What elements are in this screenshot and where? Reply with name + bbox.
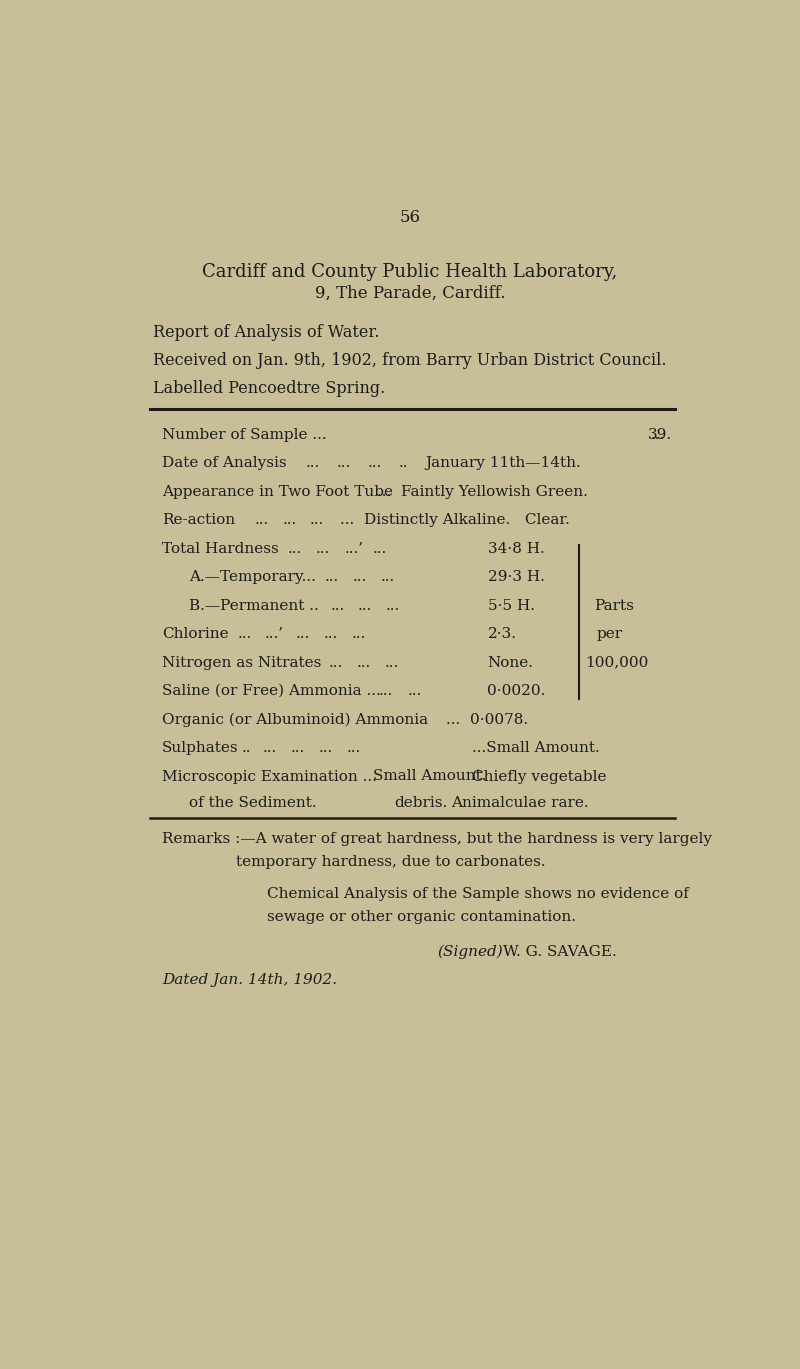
Text: ...: ... (310, 513, 323, 527)
Text: 29·3 H.: 29·3 H. (487, 570, 544, 585)
Text: ...: ... (325, 570, 339, 585)
Text: ...: ... (323, 627, 338, 641)
Text: Received on Jan. 9th, 1902, from Barry Urban District Council.: Received on Jan. 9th, 1902, from Barry U… (153, 352, 666, 370)
Text: ...  Distinctly Alkaline.   Clear.: ... Distinctly Alkaline. Clear. (340, 513, 570, 527)
Text: debris.: debris. (394, 795, 448, 809)
Text: ...: ... (352, 627, 366, 641)
Text: ...: ... (295, 627, 310, 641)
Text: ...: ... (282, 513, 296, 527)
Text: of the Sediment.: of the Sediment. (189, 795, 317, 809)
Text: ...: ... (330, 598, 345, 612)
Text: per: per (597, 627, 623, 641)
Text: B.—Permanent ..: B.—Permanent .. (189, 598, 319, 612)
Text: Chiefly vegetable: Chiefly vegetable (472, 769, 606, 783)
Text: A.—Temporary...: A.—Temporary... (189, 570, 316, 585)
Text: Microscopic Examination ...: Microscopic Examination ... (162, 769, 377, 783)
Text: Sulphates: Sulphates (162, 741, 238, 756)
Text: ...Small Amount.: ...Small Amount. (472, 741, 600, 756)
Text: Chlorine: Chlorine (162, 627, 229, 641)
Text: W. G. SAVAGE.: W. G. SAVAGE. (503, 945, 617, 960)
Text: ...: ... (357, 656, 370, 669)
Text: ...: ... (290, 741, 305, 756)
Text: ...’: ...’ (344, 542, 363, 556)
Text: Dated Jan. 14th, 1902.: Dated Jan. 14th, 1902. (162, 973, 337, 987)
Text: temporary hardness, due to carbonates.: temporary hardness, due to carbonates. (236, 856, 546, 869)
Text: 0·0020.: 0·0020. (487, 684, 546, 698)
Text: ...: ... (386, 598, 399, 612)
Text: sewage or other organic contamination.: sewage or other organic contamination. (266, 910, 576, 924)
Text: ...: ... (379, 684, 394, 698)
Text: Cardiff and County Public Health Laboratory,: Cardiff and County Public Health Laborat… (202, 263, 618, 281)
Text: Labelled Pencoedtre Spring.: Labelled Pencoedtre Spring. (153, 379, 385, 397)
Text: ...: ... (262, 741, 277, 756)
Text: ..: .. (398, 456, 408, 470)
Text: ...: ... (238, 627, 252, 641)
Text: Parts: Parts (594, 598, 634, 612)
Text: ...: ... (255, 513, 270, 527)
Text: 56: 56 (399, 209, 421, 226)
Text: ...: ... (318, 741, 333, 756)
Text: Re-action: Re-action (162, 513, 235, 527)
Text: 5·5 H.: 5·5 H. (487, 598, 534, 612)
Text: ...: ... (373, 542, 387, 556)
Text: ...: ... (287, 542, 302, 556)
Text: Animalculae rare.: Animalculae rare. (451, 795, 589, 809)
Text: ...: ... (306, 456, 320, 470)
Text: 2·3.: 2·3. (487, 627, 517, 641)
Text: ...  Faintly Yellowish Green.: ... Faintly Yellowish Green. (378, 485, 588, 498)
Text: None.: None. (487, 656, 534, 669)
Text: Appearance in Two Foot Tube: Appearance in Two Foot Tube (162, 485, 393, 498)
Text: Remarks :—A water of great hardness, but the hardness is very largely: Remarks :—A water of great hardness, but… (162, 832, 712, 846)
Text: 39.: 39. (648, 427, 672, 442)
Text: ...: ... (650, 427, 665, 442)
Text: Chemical Analysis of the Sample shows no evidence of: Chemical Analysis of the Sample shows no… (266, 887, 689, 901)
Text: (Signed): (Signed) (437, 945, 503, 960)
Text: January 11th—14th.: January 11th—14th. (426, 456, 582, 470)
Text: 100,000: 100,000 (585, 656, 649, 669)
Text: Report of Analysis of Water.: Report of Analysis of Water. (153, 324, 379, 341)
Text: ...’: ...’ (265, 627, 284, 641)
Text: Saline (or Free) Ammonia ...: Saline (or Free) Ammonia ... (162, 684, 381, 698)
Text: ...: ... (385, 656, 398, 669)
Text: ...: ... (381, 570, 395, 585)
Text: ...: ... (367, 456, 382, 470)
Text: Small Amount.: Small Amount. (373, 769, 486, 783)
Text: Number of Sample ...: Number of Sample ... (162, 427, 326, 442)
Text: Date of Analysis: Date of Analysis (162, 456, 286, 470)
Text: 34·8 H.: 34·8 H. (487, 542, 544, 556)
Text: ...  0·0078.: ... 0·0078. (446, 712, 529, 727)
Text: ..: .. (242, 741, 251, 756)
Text: ...: ... (336, 456, 350, 470)
Text: ...: ... (329, 656, 343, 669)
Text: ...: ... (346, 741, 361, 756)
Text: Organic (or Albuminoid) Ammonia: Organic (or Albuminoid) Ammonia (162, 712, 428, 727)
Text: Nitrogen as Nitrates: Nitrogen as Nitrates (162, 656, 322, 669)
Text: 9, The Parade, Cardiff.: 9, The Parade, Cardiff. (314, 285, 506, 301)
Text: ...: ... (408, 684, 422, 698)
Text: ...: ... (353, 570, 367, 585)
Text: ...: ... (358, 598, 372, 612)
Text: ...: ... (315, 542, 330, 556)
Text: Total Hardness: Total Hardness (162, 542, 278, 556)
